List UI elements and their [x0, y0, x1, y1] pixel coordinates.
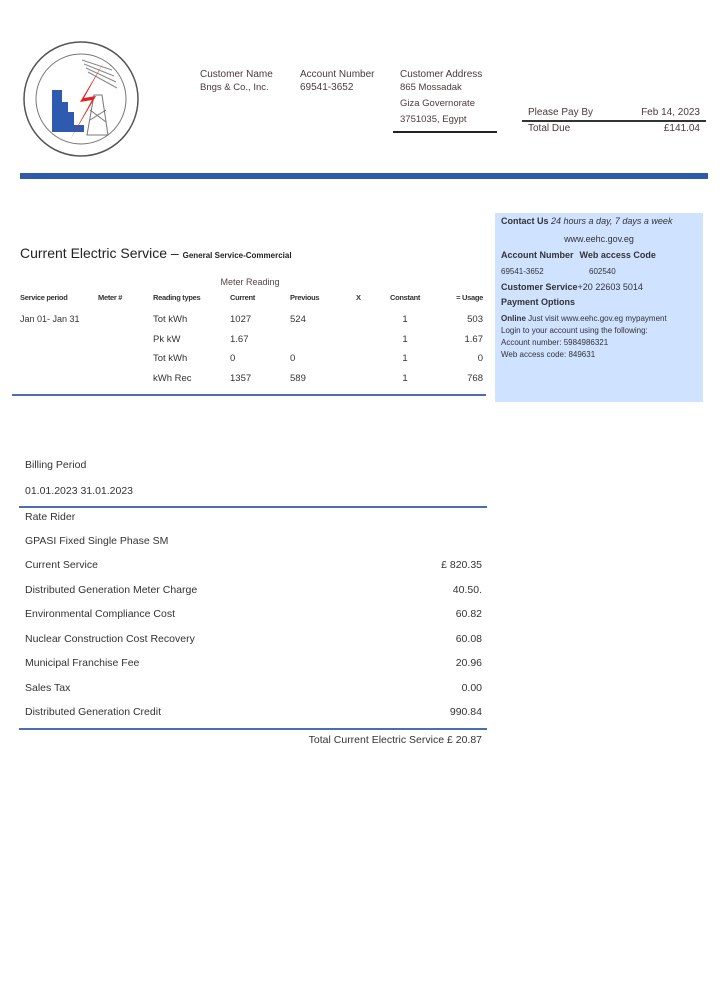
billing-row: Environmental Compliance Cost 60.82: [25, 608, 482, 620]
meter-type: kWh Rec: [153, 373, 192, 385]
customer-name-label: Customer Name: [200, 69, 273, 80]
account-number-label: Account Number: [501, 250, 574, 260]
account-number: 69541-3652: [501, 267, 544, 276]
web-code: 602540: [589, 267, 616, 276]
total-due-amount: £141.04: [663, 123, 700, 134]
billing-period: 01.01.2023 31.01.2023: [25, 485, 134, 497]
customer-name: Bngs & Co., Inc.: [200, 82, 269, 93]
company-logo: [22, 40, 140, 158]
divider: [19, 728, 487, 730]
service-title-text: Current Electric Service –: [20, 245, 179, 261]
billing-item-amount: 20.96: [455, 657, 482, 669]
billing-item-amount: £ 820.35: [441, 559, 482, 571]
meter-constant: 1: [402, 333, 408, 345]
divider: [393, 131, 497, 133]
meter-constant: 1: [402, 353, 408, 365]
billing-row: Sales Tax 0.00: [25, 682, 482, 694]
meter-current: 0: [230, 353, 236, 365]
online-label: Online: [501, 314, 526, 323]
meter-previous: 524: [290, 314, 306, 325]
column-header: Constant: [390, 293, 421, 302]
rate-rider-label: Rate Rider: [25, 511, 76, 523]
customer-service-phone: +20 22603 5014: [577, 282, 643, 292]
meter-usage: 503: [467, 314, 483, 325]
column-header: Previous: [290, 293, 320, 302]
service-subtitle: General Service-Commercial: [182, 251, 292, 260]
meter-usage: 768: [467, 373, 483, 385]
billing-item-label: Municipal Franchise Fee: [25, 657, 140, 669]
billing-item-amount: 60.82: [455, 608, 482, 620]
address-block: Customer Address 865 Mossadak Giza Gover…: [400, 68, 482, 126]
meter-type: Pk kW: [153, 333, 181, 345]
service-period: Jan 01- Jan 31: [20, 314, 80, 324]
contact-panel: Contact Us 24 hours a day, 7 days a week…: [495, 213, 703, 402]
pay-by-label: Please Pay By: [528, 107, 594, 118]
contact-title: Contact Us: [501, 216, 549, 226]
meter-reading-label: Meter Reading: [220, 277, 280, 287]
meter-constant: 1: [402, 373, 408, 385]
account-number-label: Account Number: [300, 69, 375, 80]
total-current-service: Total Current Electric Service £ 20.87: [308, 734, 482, 746]
meter-type: Tot kWh: [153, 314, 188, 325]
pay-by-row: Please Pay By Feb 14, 2023: [528, 106, 700, 119]
column-header: Meter #: [98, 293, 123, 302]
address-label: Customer Address: [400, 69, 483, 80]
meter-type: Tot kWh: [153, 353, 188, 365]
login-code: Web access code: 849631: [501, 350, 596, 359]
contact-hours: 24 hours a day, 7 days a week: [551, 216, 673, 226]
column-header: Current: [230, 293, 255, 302]
address-line: 865 Mossadak: [400, 82, 462, 93]
billing-item-label: Distributed Generation Credit: [25, 706, 161, 718]
total-due-row: Total Due £141.04: [528, 122, 700, 135]
service-title: Current Electric Service – General Servi…: [20, 245, 292, 261]
billing-period-label: Billing Period: [25, 459, 87, 471]
login-account: Account number: 5984986321: [501, 338, 609, 347]
customer-name-block: Customer Name Bngs & Co., Inc.: [200, 68, 273, 94]
header-bar: [20, 173, 708, 179]
billing-item-label: Current Service: [25, 559, 98, 571]
divider: [19, 506, 487, 508]
billing-item-label: Nuclear Construction Cost Recovery: [25, 632, 195, 645]
address-line: 3751035, Egypt: [400, 114, 467, 125]
meter-previous: 0: [290, 353, 296, 365]
billing-item-amount: 0.00: [461, 681, 482, 694]
billing-item-amount: 60.08: [455, 632, 482, 645]
website-link[interactable]: www.eehc.gov.eg: [564, 234, 634, 244]
column-header: X: [356, 293, 361, 302]
meter-current: 1027: [230, 314, 252, 325]
billing-row: Municipal Franchise Fee 20.96: [25, 657, 482, 669]
billing-row: Distributed Generation Meter Charge 40.50…: [25, 584, 482, 596]
meter-usage: 1.67: [464, 333, 484, 345]
divider: [522, 120, 706, 122]
meter-previous: 589: [290, 373, 306, 385]
web-code-label: Web access Code: [579, 250, 656, 260]
online-text: Just visit www.eehc.gov.eg mypayment: [528, 314, 667, 323]
total-due-label: Total Due: [528, 123, 571, 134]
meter-constant: 1: [402, 314, 408, 325]
meter-current: 1357: [230, 373, 252, 385]
rate-name: GPASI Fixed Single Phase SM: [25, 535, 169, 547]
column-header: Service period: [20, 293, 68, 302]
meter-current: 1.67: [230, 333, 249, 345]
divider: [12, 394, 486, 396]
meter-usage: 0: [477, 353, 483, 365]
account-number: 69541-3652: [300, 82, 354, 93]
billing-item-amount: 40.50.: [452, 583, 482, 596]
payment-options-title: Payment Options: [501, 297, 576, 307]
billing-item-label: Distributed Generation Meter Charge: [25, 583, 198, 596]
billing-row: Current Service £ 820.35: [25, 559, 482, 571]
billing-item-label: Environmental Compliance Cost: [25, 608, 175, 620]
account-number-block: Account Number 69541-3652: [300, 68, 374, 94]
billing-row: Nuclear Construction Cost Recovery 60.08: [25, 633, 482, 645]
billing-item-label: Sales Tax: [25, 681, 71, 694]
address-line: Giza Governorate: [400, 98, 475, 109]
login-text: Login to your account using the followin…: [501, 326, 648, 335]
pay-by-date: Feb 14, 2023: [641, 107, 700, 118]
billing-item-amount: 990.84: [449, 706, 482, 718]
column-header: = Usage: [456, 293, 483, 302]
billing-row: Distributed Generation Credit 990.84: [25, 706, 482, 718]
column-header: Reading types: [153, 293, 201, 302]
customer-service-label: Customer Service: [501, 282, 578, 292]
